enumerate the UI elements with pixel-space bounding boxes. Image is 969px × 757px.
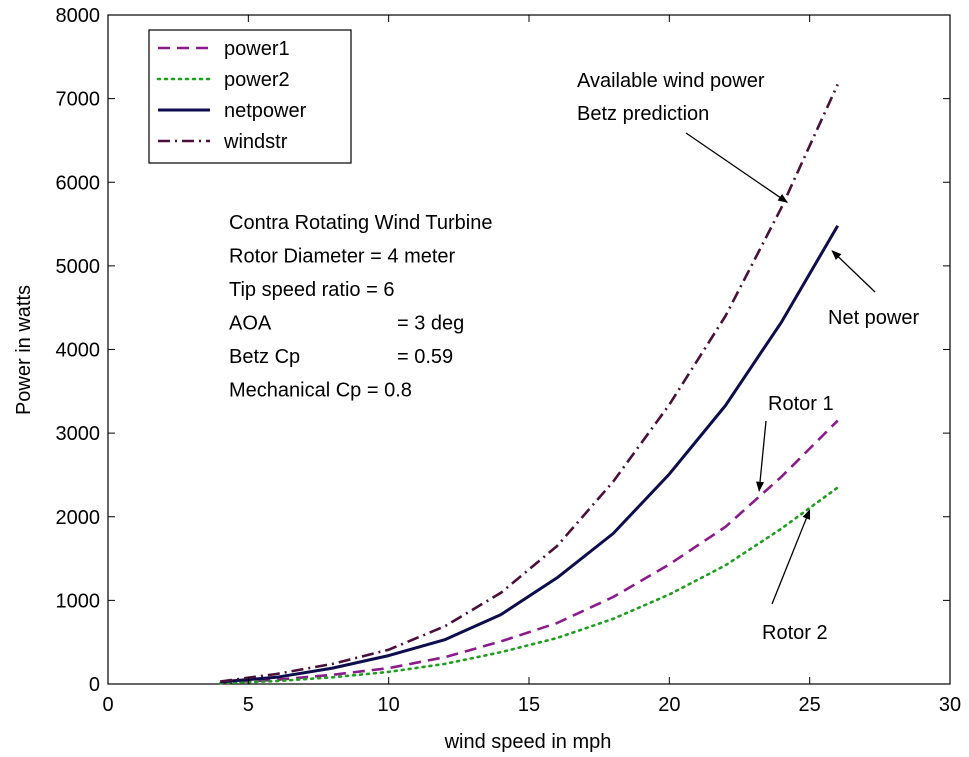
x-tick-label: 5: [243, 694, 254, 716]
annotation-text: Available wind power: [577, 70, 765, 92]
y-tick-label: 2000: [56, 507, 101, 529]
x-tick-label: 15: [518, 694, 540, 716]
info-line-label: Contra Rotating Wind Turbine: [229, 212, 492, 234]
series-line-power1: [220, 419, 839, 684]
x-tick-label: 25: [799, 694, 821, 716]
info-line-value: = 3 deg: [397, 313, 464, 335]
y-tick-label: 0: [89, 674, 100, 696]
legend-label: power1: [224, 38, 290, 60]
annotation-arrow: [685, 132, 789, 203]
annotation-text: Betz prediction: [577, 103, 709, 125]
annotation-arrow: [756, 420, 767, 492]
y-axis-label: Power in watts: [13, 285, 35, 415]
annotation-arrow: [771, 509, 811, 605]
x-tick-label: 30: [939, 694, 961, 716]
y-tick-label: 6000: [56, 172, 101, 194]
annotation-text: Net power: [828, 307, 919, 329]
legend-label: netpower: [224, 100, 307, 122]
x-tick-label: 10: [378, 694, 400, 716]
info-line-label: Rotor Diameter = 4 meter: [229, 246, 456, 268]
y-tick-label: 8000: [56, 5, 101, 27]
annotation-arrow: [831, 250, 876, 293]
y-tick-label: 3000: [56, 423, 101, 445]
series-line-netpower: [220, 224, 839, 684]
info-line-value: = 0.59: [397, 346, 453, 368]
y-tick-label: 1000: [56, 590, 101, 612]
info-line-label: AOA: [229, 313, 272, 335]
y-tick-label: 4000: [56, 340, 101, 362]
x-axis-label: wind speed in mph: [444, 731, 612, 753]
info-line-label: Mechanical Cp = 0.8: [229, 380, 412, 402]
y-tick-label: 7000: [56, 89, 101, 111]
info-line-label: Betz Cp: [229, 346, 300, 368]
x-tick-label: 20: [658, 694, 680, 716]
info-line-label: Tip speed ratio = 6: [229, 279, 394, 301]
series-line-windstr: [220, 83, 839, 683]
annotation-text: Rotor 2: [762, 622, 828, 644]
legend-label: windstr: [223, 131, 288, 153]
x-tick-label: 0: [102, 694, 113, 716]
legend-label: power2: [224, 69, 290, 91]
y-tick-label: 5000: [56, 256, 101, 278]
annotation-text: Rotor 1: [768, 393, 834, 415]
series-line-power2: [219, 486, 840, 685]
